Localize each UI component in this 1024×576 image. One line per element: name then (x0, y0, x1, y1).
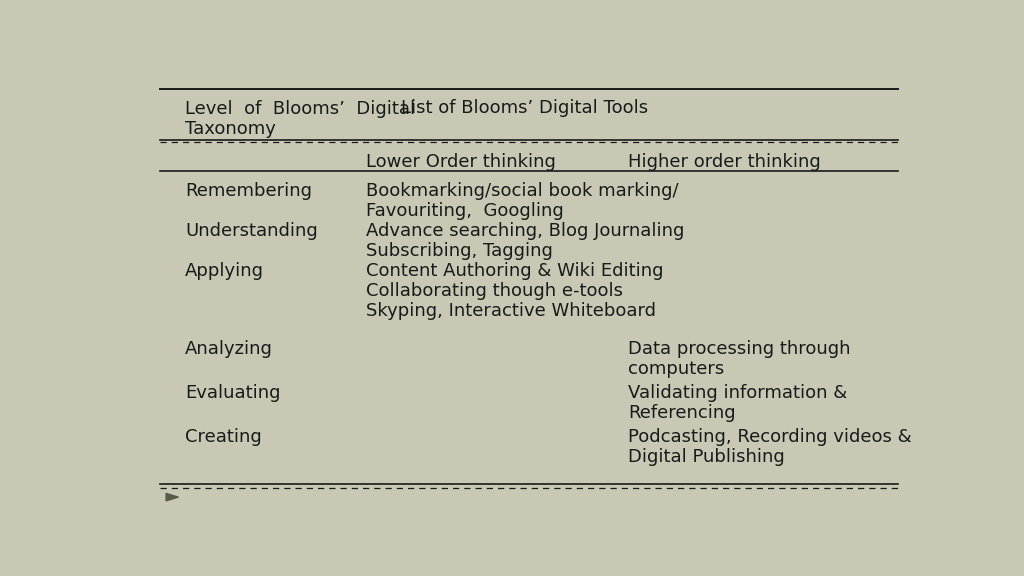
Text: Analyzing: Analyzing (185, 340, 273, 358)
Text: Lower Order thinking: Lower Order thinking (367, 153, 556, 172)
Text: Podcasting, Recording videos &: Podcasting, Recording videos & (628, 429, 911, 446)
Text: Understanding: Understanding (185, 222, 317, 240)
Text: Applying: Applying (185, 262, 264, 280)
Text: Evaluating: Evaluating (185, 384, 281, 402)
Text: Referencing: Referencing (628, 404, 735, 422)
Text: Favouriting,  Googling: Favouriting, Googling (367, 202, 564, 220)
Text: Level  of  Blooms’  Digital: Level of Blooms’ Digital (185, 100, 416, 118)
Text: Remembering: Remembering (185, 182, 312, 200)
Text: Advance searching, Blog Journaling: Advance searching, Blog Journaling (367, 222, 684, 240)
Text: Collaborating though e-tools: Collaborating though e-tools (367, 282, 623, 300)
Text: Digital Publishing: Digital Publishing (628, 448, 784, 467)
Text: Taxonomy: Taxonomy (185, 120, 276, 138)
Text: Creating: Creating (185, 429, 262, 446)
Text: Subscribing, Tagging: Subscribing, Tagging (367, 242, 553, 260)
Text: Content Authoring & Wiki Editing: Content Authoring & Wiki Editing (367, 262, 664, 280)
Text: Higher order thinking: Higher order thinking (628, 153, 820, 172)
Text: Bookmarking/social book marking/: Bookmarking/social book marking/ (367, 182, 679, 200)
Text: Data processing through: Data processing through (628, 340, 851, 358)
Text: Skyping, Interactive Whiteboard: Skyping, Interactive Whiteboard (367, 302, 656, 320)
Text: List of Blooms’ Digital Tools: List of Blooms’ Digital Tools (401, 99, 648, 118)
Text: computers: computers (628, 359, 724, 378)
Polygon shape (166, 494, 178, 501)
Text: Validating information &: Validating information & (628, 384, 847, 402)
